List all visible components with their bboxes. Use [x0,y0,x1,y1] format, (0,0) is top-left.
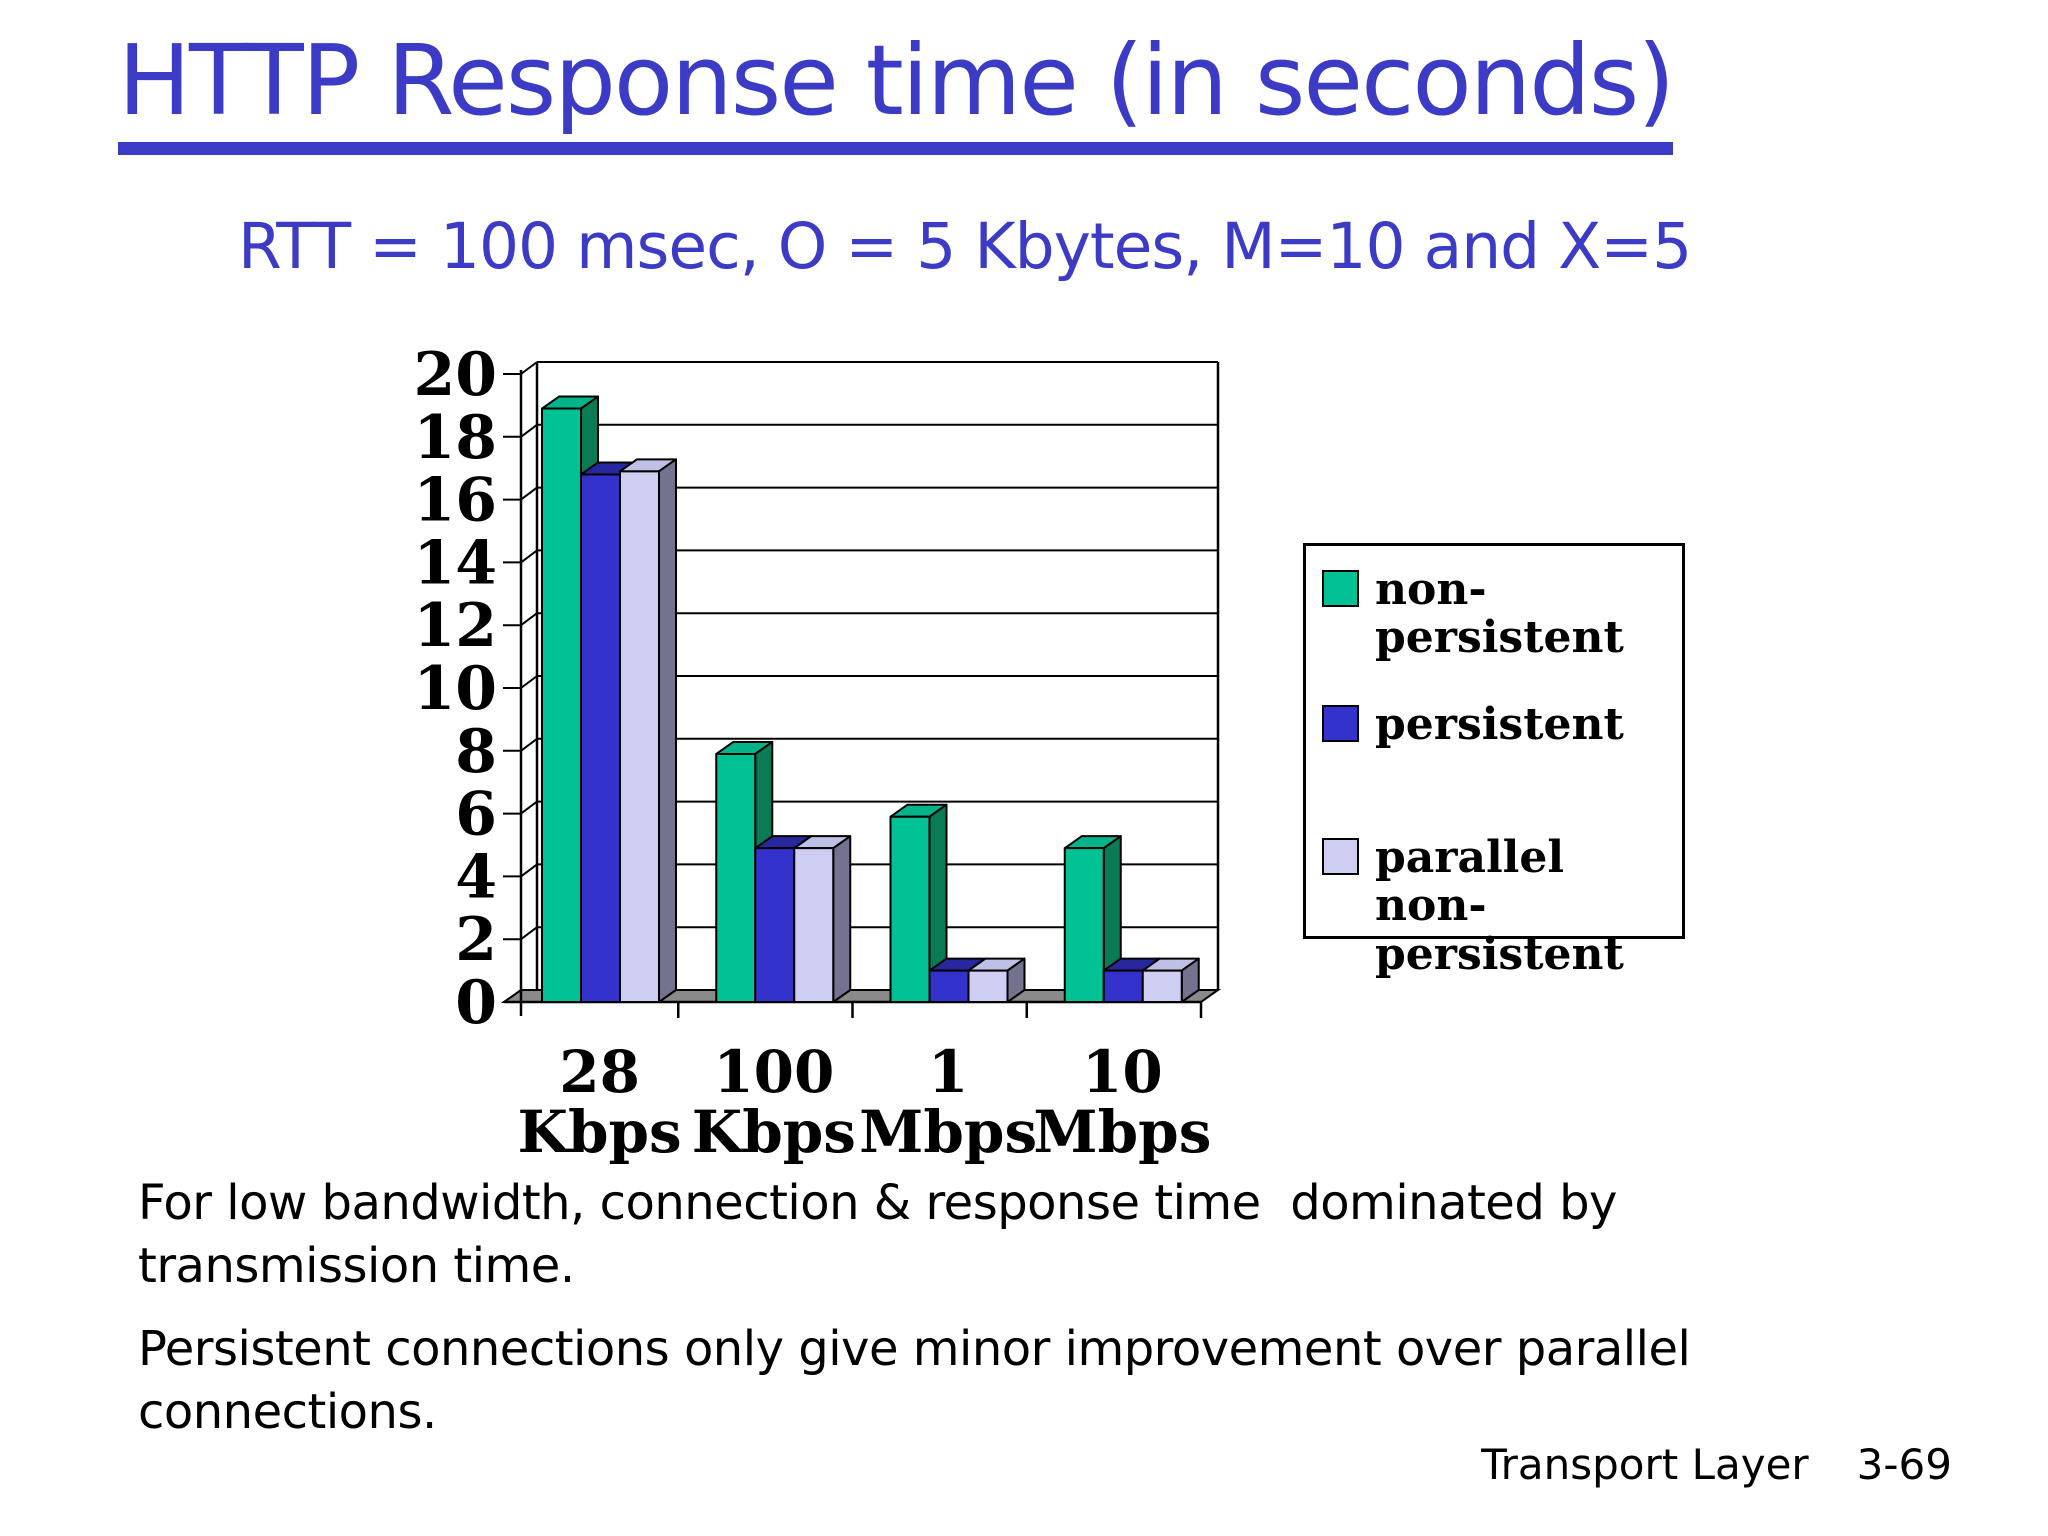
y-axis-tick-label: 2 [455,905,497,975]
slide-footer: Transport Layer 3-69 [1481,1440,1952,1489]
legend-swatch-non-persistent [1322,570,1359,607]
wall-jog [520,800,538,815]
legend-item-persistent: persistent [1322,699,1675,750]
bar-front-face [967,969,1009,1003]
x-axis-category-label: 100 Kbps [692,1038,856,1166]
note-persistent-connections: Persistent connections only give minor i… [138,1321,1706,1441]
slide-title: HTTP Response time (in seconds) [118,30,1675,155]
note-low-bandwidth: For low bandwidth, connection & response… [138,1175,1632,1295]
legend-item-parallel-non-persistent: parallel non-persistent [1322,832,1675,980]
footer-page-number: 3-69 [1856,1440,1952,1489]
slide-subtitle: RTT = 100 msec, O = 5 Kbytes, M=10 and X… [238,210,1692,283]
bar-front-face [541,407,582,1004]
bar-front-face [754,847,796,1004]
bar-front-face [715,752,757,1003]
legend-item-non-persistent: non-persistent [1322,564,1675,664]
wall-jog [520,549,538,564]
bar-front-face [793,847,835,1004]
bar-front-face [928,969,970,1003]
y-axis-tick-label: 4 [455,842,497,912]
bar-front-face [889,815,931,1003]
x-axis-category-label: 28 Kbps [518,1038,682,1166]
legend-swatch-parallel-non-persistent [1322,838,1359,875]
legend-label: persistent [1375,699,1624,750]
y-axis-tick-label: 20 [414,340,498,410]
wall-jog [520,675,538,689]
y-axis-tick-label: 0 [455,968,497,1038]
x-axis-category-label: 10 Mbps [1033,1038,1211,1166]
bar-front-face [580,473,621,1004]
y-axis-tick-label: 12 [414,591,498,661]
wall-jog [520,423,538,438]
x-axis-category-label: 1 Mbps [859,1038,1037,1166]
y-axis-tick-label: 18 [414,403,498,473]
legend-label: non-persistent [1375,564,1624,664]
bar-front-face [1102,969,1144,1003]
y-axis-tick-label: 10 [414,654,498,724]
wall-jog [520,612,538,627]
y-axis-tick-label: 16 [414,466,498,536]
wall-jog [520,863,538,878]
y-axis-tick-label: 14 [414,528,498,598]
footer-section: Transport Layer [1481,1440,1809,1489]
legend-label: parallel non-persistent [1375,832,1624,980]
bar-front-face [1141,969,1183,1003]
wall-jog [520,486,538,501]
bar-front-face [619,470,660,1003]
wall-jog [520,737,538,752]
bar-front-face [1063,847,1105,1004]
wall-jog [520,361,538,375]
y-axis-tick-label: 6 [455,780,497,850]
y-axis-tick-label: 8 [455,717,497,787]
bar-side-face [658,458,677,1003]
wall-jog [520,926,538,941]
chart-legend: non-persistent persistent parallel non-p… [1303,543,1685,979]
bar-side-face [832,835,852,1003]
legend-swatch-persistent [1322,705,1359,742]
